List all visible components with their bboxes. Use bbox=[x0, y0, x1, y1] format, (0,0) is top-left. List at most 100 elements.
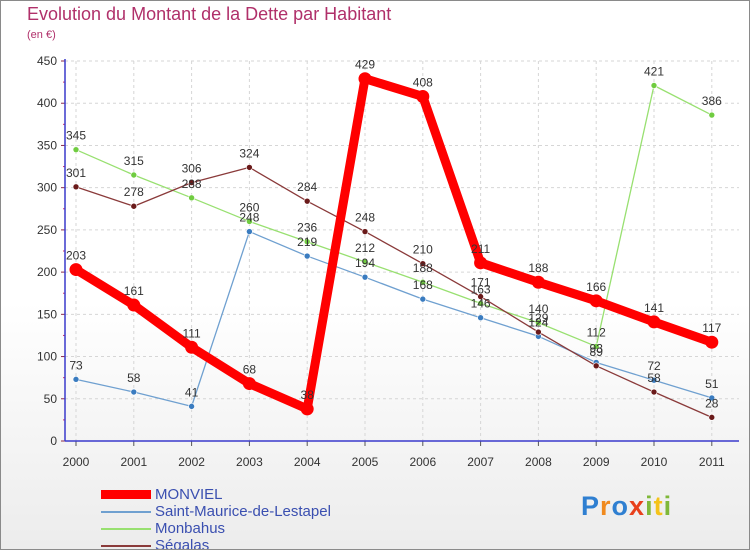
x-tick-label: 2008 bbox=[525, 455, 552, 469]
legend-swatch bbox=[101, 490, 151, 499]
x-tick-label: 2010 bbox=[641, 455, 668, 469]
series-line-monviel bbox=[71, 74, 717, 414]
data-point-monbahus bbox=[130, 171, 138, 179]
y-tick-label: 50 bbox=[44, 392, 58, 406]
data-point-segalas bbox=[361, 228, 369, 235]
data-point-segalas bbox=[303, 197, 311, 205]
x-tick-label: 2002 bbox=[178, 455, 205, 469]
data-label-monbahus: 188 bbox=[413, 261, 433, 275]
data-label-monviel: 68 bbox=[243, 363, 257, 377]
data-point-segalas bbox=[246, 164, 253, 171]
data-point-segalas bbox=[535, 328, 542, 336]
y-tick-label: 0 bbox=[50, 434, 57, 448]
data-label-saint-maurice-de-lestapel: 248 bbox=[239, 211, 259, 225]
legend-swatch bbox=[101, 510, 151, 513]
y-tick-label: 150 bbox=[37, 307, 57, 321]
x-tick-label: 2001 bbox=[120, 455, 147, 469]
y-tick-label: 450 bbox=[37, 54, 57, 68]
data-label-saint-maurice-de-lestapel: 51 bbox=[705, 377, 719, 391]
x-tick-label: 2007 bbox=[467, 455, 494, 469]
data-point-saint-maurice-de-lestapel bbox=[303, 252, 311, 260]
logo-letter: r bbox=[600, 491, 612, 521]
x-tick-label: 2000 bbox=[63, 455, 90, 469]
data-point-monviel bbox=[69, 263, 83, 277]
data-label-saint-maurice-de-lestapel: 146 bbox=[471, 297, 491, 311]
data-label-saint-maurice-de-lestapel: 73 bbox=[69, 358, 83, 372]
data-point-monbahus bbox=[650, 82, 658, 89]
y-tick-label: 100 bbox=[37, 350, 57, 364]
data-label-segalas: 324 bbox=[239, 146, 259, 160]
data-point-monbahus bbox=[188, 194, 195, 202]
legend-swatch bbox=[101, 527, 151, 530]
data-label-saint-maurice-de-lestapel: 194 bbox=[355, 256, 375, 270]
y-tick-label: 200 bbox=[37, 265, 57, 279]
data-label-monviel: 141 bbox=[644, 301, 664, 315]
data-point-segalas bbox=[477, 293, 484, 300]
data-label-monbahus: 140 bbox=[528, 302, 548, 316]
data-point-saint-maurice-de-lestapel bbox=[361, 273, 369, 281]
data-point-monbahus bbox=[708, 111, 716, 119]
y-tick-label: 400 bbox=[37, 96, 57, 110]
chart-title: Evolution du Montant de la Dette par Hab… bbox=[27, 4, 392, 24]
data-point-segalas bbox=[130, 202, 138, 210]
data-label-monbahus: 345 bbox=[66, 129, 86, 143]
data-point-monbahus bbox=[535, 319, 542, 327]
data-point-monviel bbox=[589, 294, 603, 308]
proxiti-logo: Proxiti bbox=[581, 491, 672, 522]
data-label-monbahus: 315 bbox=[124, 154, 144, 168]
data-label-saint-maurice-de-lestapel: 93 bbox=[590, 341, 604, 355]
data-label-monviel: 188 bbox=[528, 261, 548, 275]
logo-letter: o bbox=[611, 491, 630, 521]
legend-item-segalas: Ségalas bbox=[101, 537, 331, 550]
data-point-monbahus bbox=[246, 218, 253, 225]
data-point-monviel bbox=[185, 340, 199, 354]
data-label-monviel: 38 bbox=[301, 388, 315, 402]
y-tick-label: 300 bbox=[37, 181, 57, 195]
legend-label: Monbahus bbox=[155, 520, 226, 537]
data-point-segalas bbox=[708, 414, 716, 421]
data-point-saint-maurice-de-lestapel bbox=[72, 376, 80, 383]
x-tick-label: 2003 bbox=[236, 455, 263, 469]
data-label-segalas: 129 bbox=[528, 311, 548, 325]
legend-item-monviel: MONVIEL bbox=[101, 486, 331, 503]
data-label-monbahus: 163 bbox=[471, 282, 491, 296]
data-label-segalas: 306 bbox=[182, 162, 202, 176]
data-point-monviel bbox=[705, 335, 719, 349]
logo-letter: i bbox=[663, 491, 673, 521]
data-label-saint-maurice-de-lestapel: 219 bbox=[297, 235, 317, 249]
data-label-monviel: 111 bbox=[182, 326, 201, 340]
data-point-monbahus bbox=[592, 343, 600, 350]
data-label-segalas: 89 bbox=[590, 345, 604, 359]
data-label-monviel: 211 bbox=[471, 242, 490, 256]
legend-label: Ségalas bbox=[155, 537, 210, 550]
y-tick-label: 250 bbox=[37, 223, 57, 237]
data-point-monviel bbox=[647, 315, 661, 329]
data-label-monbahus: 260 bbox=[239, 200, 259, 214]
data-point-saint-maurice-de-lestapel bbox=[650, 376, 658, 384]
logo-letter: i bbox=[645, 491, 654, 521]
series-line-saint-maurice-de-lestapel bbox=[75, 230, 713, 408]
data-label-segalas: 171 bbox=[471, 276, 491, 290]
logo-letter: x bbox=[629, 491, 646, 521]
data-label-segalas: 58 bbox=[647, 371, 661, 385]
data-point-saint-maurice-de-lestapel bbox=[188, 403, 195, 410]
data-point-monviel bbox=[242, 377, 256, 391]
data-point-saint-maurice-de-lestapel bbox=[419, 295, 427, 303]
data-point-monbahus bbox=[419, 278, 427, 286]
data-label-saint-maurice-de-lestapel: 58 bbox=[127, 371, 141, 385]
data-label-monviel: 117 bbox=[702, 321, 721, 335]
data-point-monviel bbox=[474, 256, 488, 270]
legend-label: MONVIEL bbox=[155, 486, 223, 503]
data-point-segalas bbox=[72, 183, 80, 191]
data-label-monviel: 161 bbox=[124, 284, 144, 298]
chart-subtitle: (en €) bbox=[27, 29, 56, 41]
data-label-saint-maurice-de-lestapel: 72 bbox=[647, 359, 661, 373]
y-tick-label: 350 bbox=[37, 138, 57, 152]
data-label-monbahus: 386 bbox=[702, 94, 722, 108]
data-label-monviel: 408 bbox=[413, 75, 433, 89]
legend-item-saint-maurice-de-lestapel: Saint-Maurice-de-Lestapel bbox=[101, 503, 331, 520]
data-point-segalas bbox=[188, 179, 195, 186]
data-point-monviel bbox=[416, 89, 430, 103]
